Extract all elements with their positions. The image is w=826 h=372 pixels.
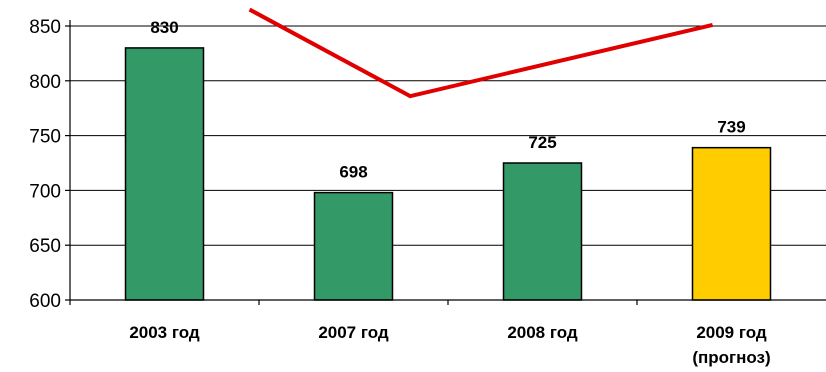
- category-label-3: 2009 год: [696, 323, 767, 342]
- category-label-2: 2008 год: [507, 323, 578, 342]
- y-tick-label-750: 750: [29, 127, 61, 148]
- y-tick-label-850: 850: [29, 17, 61, 38]
- category-label-3-line1: (прогноз): [692, 348, 770, 367]
- bar-2: [502, 162, 583, 301]
- bar-0: [124, 47, 205, 301]
- overlay-line: [248, 7, 714, 99]
- axes: [69, 20, 826, 305]
- trend-line: [248, 7, 714, 99]
- bar-3: [691, 146, 772, 301]
- data-labels: 830 698 725 739: [150, 18, 745, 182]
- category-label-1: 2007 год: [318, 323, 389, 342]
- data-label-0: 830: [150, 18, 178, 37]
- x-axis-categories: 2003 год 2007 год 2008 год 2009 год (прогноз…: [129, 323, 770, 367]
- y-tick-label-700: 700: [29, 181, 61, 202]
- category-label-0: 2003 год: [129, 323, 200, 342]
- data-label-1: 698: [339, 163, 367, 182]
- y-tick-label-600: 600: [29, 291, 61, 312]
- data-label-2: 725: [528, 133, 556, 152]
- y-axis-ticks: 600 650 700 750 800 850: [29, 17, 70, 312]
- data-label-3: 739: [717, 118, 745, 137]
- bar-1: [313, 191, 394, 301]
- bars: [124, 47, 772, 301]
- y-tick-label-650: 650: [29, 236, 61, 257]
- y-tick-label-800: 800: [29, 72, 61, 93]
